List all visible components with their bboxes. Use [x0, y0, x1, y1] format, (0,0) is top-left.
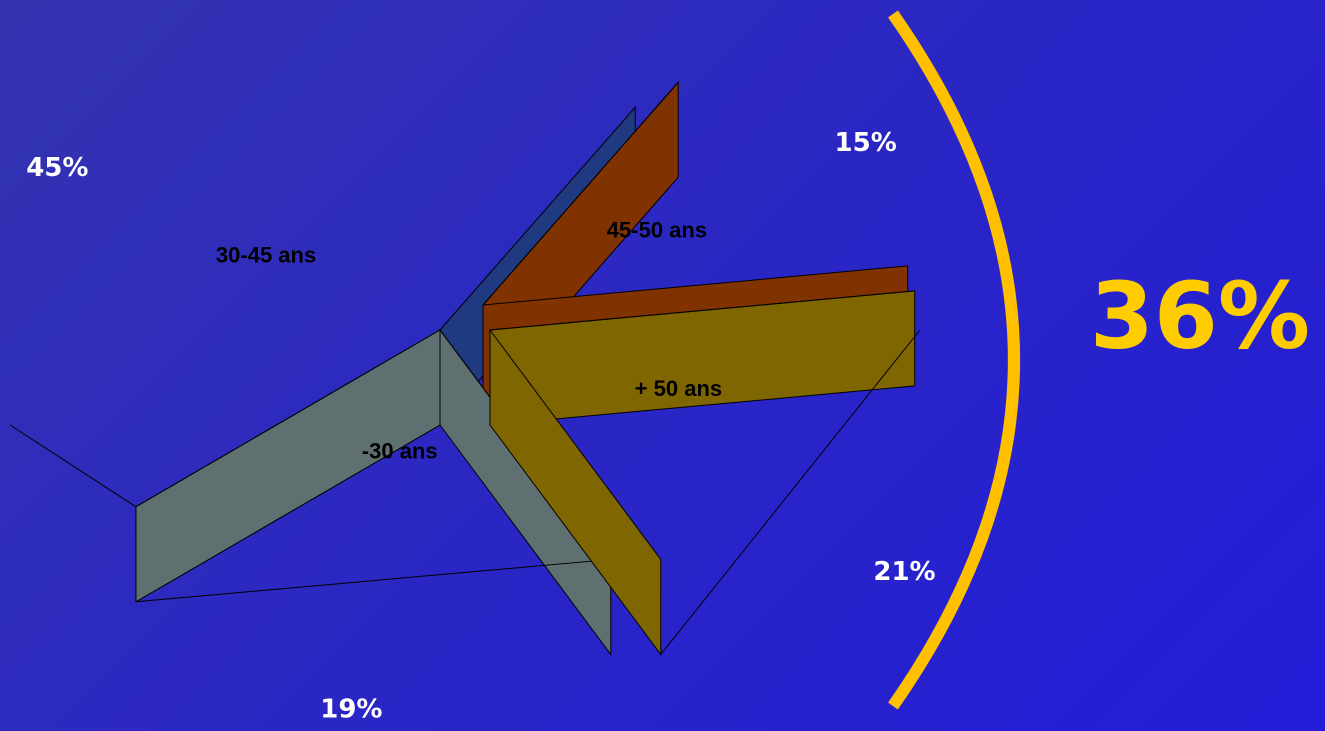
annotation: 36% [1090, 262, 1310, 369]
value-label: 15% [835, 128, 897, 158]
slice-name: 30-45 ans [216, 242, 316, 267]
slice-wall [9, 424, 137, 508]
slice-wall [135, 558, 611, 603]
slice-side [489, 328, 662, 656]
value-label: 19% [320, 695, 382, 725]
value-label: 21% [873, 557, 935, 587]
slice-name: -30 ans [362, 439, 438, 464]
slice-name: 45-50 ans [607, 217, 707, 242]
slice-side [135, 329, 441, 603]
value-label: 45% [26, 153, 88, 183]
bracket [888, 10, 1020, 710]
slice-name: + 50 ans [635, 376, 722, 401]
